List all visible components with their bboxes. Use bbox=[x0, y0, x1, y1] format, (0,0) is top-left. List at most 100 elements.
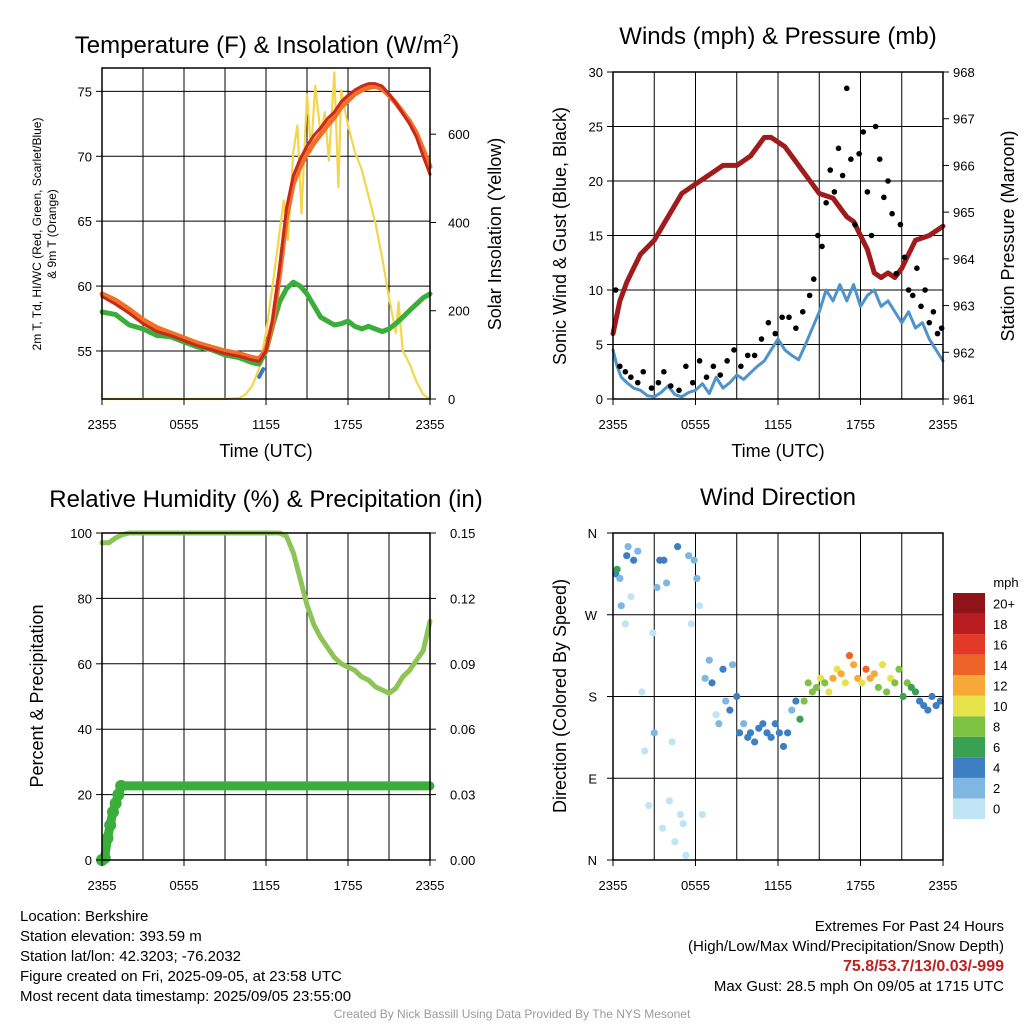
direction-point bbox=[671, 838, 679, 846]
colorbar-swatch bbox=[953, 716, 985, 737]
colorbar-swatch bbox=[953, 695, 985, 717]
pressure-ytick-label: 967 bbox=[953, 112, 975, 127]
pressure-ytick-label: 961 bbox=[953, 392, 975, 407]
temperature-ticks: 2355 0555 1155 1755 2355 55 60 65 70 75 0 200 400 600 bbox=[78, 84, 470, 432]
precip-ytick-label: 0.09 bbox=[450, 657, 475, 672]
gust-point bbox=[905, 287, 912, 293]
direction-point bbox=[630, 556, 638, 564]
gust-point bbox=[612, 287, 619, 293]
winds-xtick-label: 1755 bbox=[846, 417, 875, 432]
direction-xtick-label: 1755 bbox=[846, 878, 875, 893]
gust-point bbox=[731, 347, 737, 353]
winds-xtick-label: 0555 bbox=[681, 417, 710, 432]
gust-point bbox=[648, 385, 655, 391]
temperature-series-t2m bbox=[100, 82, 432, 363]
pressure-ytick-label: 962 bbox=[953, 345, 975, 360]
colorbar-label: 0 bbox=[993, 802, 1000, 817]
direction-grid bbox=[613, 532, 943, 861]
gust-point bbox=[744, 352, 751, 359]
humidity-ytick-label: 20 bbox=[78, 788, 92, 803]
winds-series bbox=[610, 85, 946, 399]
gust-point bbox=[930, 309, 937, 315]
direction-ytick-label: S bbox=[588, 690, 597, 705]
insolation-ytick-label: 400 bbox=[448, 215, 470, 230]
direction-ytick-label: E bbox=[588, 771, 597, 786]
direction-point bbox=[693, 574, 701, 583]
gust-point bbox=[667, 383, 674, 389]
colorbar-label: 8 bbox=[993, 720, 1000, 735]
direction-point bbox=[837, 670, 845, 678]
direction-point bbox=[746, 729, 755, 737]
gust-point bbox=[640, 368, 647, 375]
direction-ytick-label: W bbox=[585, 608, 598, 623]
direction-point bbox=[729, 661, 737, 669]
direction-point bbox=[658, 824, 667, 832]
gust-point bbox=[810, 276, 817, 282]
winds-title: Winds (mph) & Pressure (mb) bbox=[619, 23, 936, 50]
precip-ytick-label: 0.03 bbox=[450, 788, 475, 803]
colorbar-label: 2 bbox=[993, 781, 1000, 796]
winds-ytick-label: 30 bbox=[589, 65, 603, 80]
colorbar-label: 12 bbox=[993, 678, 1007, 693]
direction-point bbox=[722, 697, 730, 705]
pressure-ylabel: Station Pressure (Maroon) bbox=[998, 130, 1018, 341]
gust-point bbox=[786, 314, 792, 321]
humidity-ytick-label: 60 bbox=[78, 657, 92, 672]
direction-point bbox=[911, 688, 920, 696]
gust-point bbox=[881, 194, 887, 201]
direction-point bbox=[627, 592, 635, 601]
temperature-ytick-label: 60 bbox=[78, 279, 92, 294]
temperature-xtick-label: 2355 bbox=[88, 417, 117, 432]
gust-point bbox=[897, 221, 904, 228]
temperature-ytick-label: 65 bbox=[78, 214, 92, 229]
gust-point bbox=[634, 379, 641, 386]
direction-point bbox=[674, 543, 682, 551]
pressure-ytick-label: 968 bbox=[953, 65, 975, 80]
station-latlon: Station lat/lon: 42.3203; -76.2032 bbox=[20, 948, 242, 965]
temperature-xlabel: Time (UTC) bbox=[219, 441, 312, 461]
gust-point bbox=[617, 363, 623, 370]
direction-point bbox=[663, 579, 671, 587]
insolation-ytick-label: 600 bbox=[448, 127, 470, 142]
temperature-xtick-label: 1155 bbox=[252, 417, 280, 432]
gust-point bbox=[823, 200, 829, 206]
gust-point bbox=[779, 314, 785, 321]
precip-ytick-label: 0.12 bbox=[450, 591, 475, 606]
direction-point bbox=[668, 738, 676, 746]
direction-point bbox=[792, 697, 800, 705]
direction-point bbox=[928, 692, 936, 701]
direction-point bbox=[653, 583, 661, 592]
temperature-ytick-label: 75 bbox=[78, 84, 92, 99]
direction-point bbox=[696, 602, 704, 610]
direction-xtick-label: 2355 bbox=[929, 878, 958, 893]
humidity-xtick-label: 1755 bbox=[334, 878, 363, 893]
gust-point bbox=[819, 243, 825, 250]
humidity-ytick-label: 80 bbox=[78, 591, 92, 606]
gust-point bbox=[864, 189, 871, 195]
direction-point bbox=[616, 574, 624, 583]
direction-point bbox=[733, 692, 741, 701]
direction-point bbox=[740, 720, 748, 728]
direction-point bbox=[883, 688, 891, 696]
direction-point bbox=[812, 683, 821, 692]
gust-point bbox=[852, 221, 858, 228]
gust-point bbox=[914, 265, 920, 272]
direction-point bbox=[825, 688, 833, 696]
direction-point bbox=[701, 674, 709, 682]
humidity-ylabel: Percent & Precipitation bbox=[27, 604, 47, 787]
colorbar-swatch bbox=[953, 593, 985, 614]
gust-point bbox=[868, 232, 875, 239]
gust-point bbox=[860, 129, 867, 135]
temperature-xtick-label: 0555 bbox=[170, 417, 199, 432]
gust-point bbox=[689, 379, 696, 386]
gust-point bbox=[628, 374, 634, 381]
humidity-xtick-label: 2355 bbox=[88, 878, 117, 893]
gust-point bbox=[683, 363, 689, 370]
direction-point bbox=[687, 620, 695, 628]
recent-timestamp: Most recent data timestamp: 2025/09/05 2… bbox=[20, 988, 352, 1005]
winds-ticks: 2355 0555 1155 1755 2355 0 5 10 15 20 25 30 961 962 96… bbox=[589, 65, 975, 432]
colorbar-swatch bbox=[953, 777, 985, 799]
humidity-xtick-label: 1155 bbox=[252, 878, 280, 893]
gust-point bbox=[827, 167, 834, 173]
temperature-series bbox=[99, 71, 433, 401]
